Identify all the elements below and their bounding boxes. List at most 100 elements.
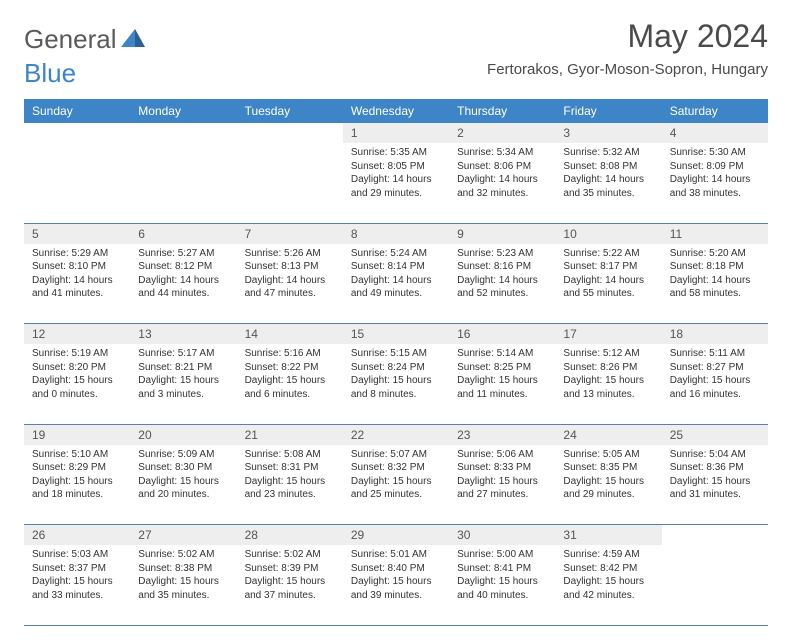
- sunrise-text: Sunrise: 5:22 AM: [563, 247, 653, 261]
- sunset-text: Sunset: 8:12 PM: [138, 260, 228, 274]
- daylight-line1: Daylight: 15 hours: [670, 475, 760, 489]
- sunrise-text: Sunrise: 5:04 AM: [670, 448, 760, 462]
- daylight-line1: Daylight: 15 hours: [351, 575, 441, 589]
- col-monday: Monday: [130, 99, 236, 123]
- day-detail: Sunrise: 5:24 AMSunset: 8:14 PMDaylight:…: [343, 244, 449, 324]
- day-number: 11: [662, 223, 768, 244]
- sunset-text: Sunset: 8:41 PM: [457, 562, 547, 576]
- day-detail: Sunrise: 5:02 AMSunset: 8:38 PMDaylight:…: [130, 545, 236, 625]
- daylight-line1: Daylight: 15 hours: [32, 374, 122, 388]
- daylight-line2: and 44 minutes.: [138, 287, 228, 301]
- sunrise-text: Sunrise: 5:12 AM: [563, 347, 653, 361]
- day-number: [662, 525, 768, 546]
- sunset-text: Sunset: 8:36 PM: [670, 461, 760, 475]
- sunset-text: Sunset: 8:27 PM: [670, 361, 760, 375]
- daynum-row: 567891011: [24, 223, 768, 244]
- day-number: 5: [24, 223, 130, 244]
- daylight-line2: and 37 minutes.: [245, 589, 335, 603]
- sunrise-text: Sunrise: 5:03 AM: [32, 548, 122, 562]
- day-number: 12: [24, 324, 130, 345]
- daylight-line2: and 16 minutes.: [670, 388, 760, 402]
- brand-triangle-icon: [121, 27, 145, 52]
- sunrise-text: Sunrise: 5:20 AM: [670, 247, 760, 261]
- day-number: [130, 123, 236, 143]
- sunset-text: Sunset: 8:14 PM: [351, 260, 441, 274]
- day-number: 29: [343, 525, 449, 546]
- day-detail: Sunrise: 5:06 AMSunset: 8:33 PMDaylight:…: [449, 445, 555, 525]
- daylight-line2: and 32 minutes.: [457, 187, 547, 201]
- detail-row: Sunrise: 5:03 AMSunset: 8:37 PMDaylight:…: [24, 545, 768, 625]
- sunrise-text: Sunrise: 5:24 AM: [351, 247, 441, 261]
- daylight-line1: Daylight: 14 hours: [563, 173, 653, 187]
- sunrise-text: Sunrise: 5:06 AM: [457, 448, 547, 462]
- sunset-text: Sunset: 8:18 PM: [670, 260, 760, 274]
- sunset-text: Sunset: 8:25 PM: [457, 361, 547, 375]
- daylight-line1: Daylight: 14 hours: [245, 274, 335, 288]
- daylight-line1: Daylight: 14 hours: [457, 173, 547, 187]
- day-detail: Sunrise: 5:16 AMSunset: 8:22 PMDaylight:…: [237, 344, 343, 424]
- day-number: 17: [555, 324, 661, 345]
- daynum-row: 262728293031: [24, 525, 768, 546]
- day-number: 7: [237, 223, 343, 244]
- title-block: May 2024 Fertorakos, Gyor-Moson-Sopron, …: [487, 18, 768, 78]
- brand-logo: General: [24, 24, 147, 55]
- day-number: 4: [662, 123, 768, 143]
- day-number: 22: [343, 424, 449, 445]
- sunrise-text: Sunrise: 5:23 AM: [457, 247, 547, 261]
- daylight-line1: Daylight: 15 hours: [563, 575, 653, 589]
- sunset-text: Sunset: 8:40 PM: [351, 562, 441, 576]
- day-number: 31: [555, 525, 661, 546]
- daylight-line2: and 13 minutes.: [563, 388, 653, 402]
- day-detail: Sunrise: 5:35 AMSunset: 8:05 PMDaylight:…: [343, 143, 449, 223]
- day-detail: Sunrise: 5:26 AMSunset: 8:13 PMDaylight:…: [237, 244, 343, 324]
- daylight-line2: and 3 minutes.: [138, 388, 228, 402]
- day-detail: Sunrise: 5:14 AMSunset: 8:25 PMDaylight:…: [449, 344, 555, 424]
- daylight-line2: and 33 minutes.: [32, 589, 122, 603]
- sunrise-text: Sunrise: 5:30 AM: [670, 146, 760, 160]
- daylight-line1: Daylight: 15 hours: [670, 374, 760, 388]
- sunset-text: Sunset: 8:05 PM: [351, 160, 441, 174]
- daylight-line2: and 31 minutes.: [670, 488, 760, 502]
- day-detail: Sunrise: 5:00 AMSunset: 8:41 PMDaylight:…: [449, 545, 555, 625]
- day-detail: Sunrise: 5:12 AMSunset: 8:26 PMDaylight:…: [555, 344, 661, 424]
- day-detail: Sunrise: 5:27 AMSunset: 8:12 PMDaylight:…: [130, 244, 236, 324]
- sunset-text: Sunset: 8:21 PM: [138, 361, 228, 375]
- daylight-line1: Daylight: 15 hours: [457, 575, 547, 589]
- daylight-line1: Daylight: 15 hours: [32, 475, 122, 489]
- day-detail: Sunrise: 5:11 AMSunset: 8:27 PMDaylight:…: [662, 344, 768, 424]
- day-header-row: Sunday Monday Tuesday Wednesday Thursday…: [24, 99, 768, 123]
- daylight-line2: and 42 minutes.: [563, 589, 653, 603]
- daylight-line2: and 18 minutes.: [32, 488, 122, 502]
- day-number: 24: [555, 424, 661, 445]
- sunset-text: Sunset: 8:33 PM: [457, 461, 547, 475]
- daylight-line1: Daylight: 15 hours: [457, 475, 547, 489]
- day-number: 30: [449, 525, 555, 546]
- daylight-line1: Daylight: 15 hours: [563, 475, 653, 489]
- sunrise-text: Sunrise: 5:29 AM: [32, 247, 122, 261]
- sunset-text: Sunset: 8:26 PM: [563, 361, 653, 375]
- day-detail: [237, 143, 343, 223]
- sunset-text: Sunset: 8:39 PM: [245, 562, 335, 576]
- day-detail: Sunrise: 5:04 AMSunset: 8:36 PMDaylight:…: [662, 445, 768, 525]
- day-number: 2: [449, 123, 555, 143]
- sunset-text: Sunset: 8:32 PM: [351, 461, 441, 475]
- brand-part1: General: [24, 24, 117, 55]
- sunset-text: Sunset: 8:35 PM: [563, 461, 653, 475]
- day-number: [237, 123, 343, 143]
- sunset-text: Sunset: 8:10 PM: [32, 260, 122, 274]
- day-number: 14: [237, 324, 343, 345]
- sunrise-text: Sunrise: 5:15 AM: [351, 347, 441, 361]
- daylight-line1: Daylight: 15 hours: [32, 575, 122, 589]
- day-detail: Sunrise: 5:09 AMSunset: 8:30 PMDaylight:…: [130, 445, 236, 525]
- sunrise-text: Sunrise: 5:35 AM: [351, 146, 441, 160]
- daylight-line1: Daylight: 15 hours: [245, 374, 335, 388]
- detail-row: Sunrise: 5:10 AMSunset: 8:29 PMDaylight:…: [24, 445, 768, 525]
- day-detail: Sunrise: 5:19 AMSunset: 8:20 PMDaylight:…: [24, 344, 130, 424]
- sunset-text: Sunset: 8:20 PM: [32, 361, 122, 375]
- daylight-line1: Daylight: 14 hours: [563, 274, 653, 288]
- day-number: 23: [449, 424, 555, 445]
- daylight-line2: and 35 minutes.: [563, 187, 653, 201]
- day-number: [24, 123, 130, 143]
- col-friday: Friday: [555, 99, 661, 123]
- day-number: 28: [237, 525, 343, 546]
